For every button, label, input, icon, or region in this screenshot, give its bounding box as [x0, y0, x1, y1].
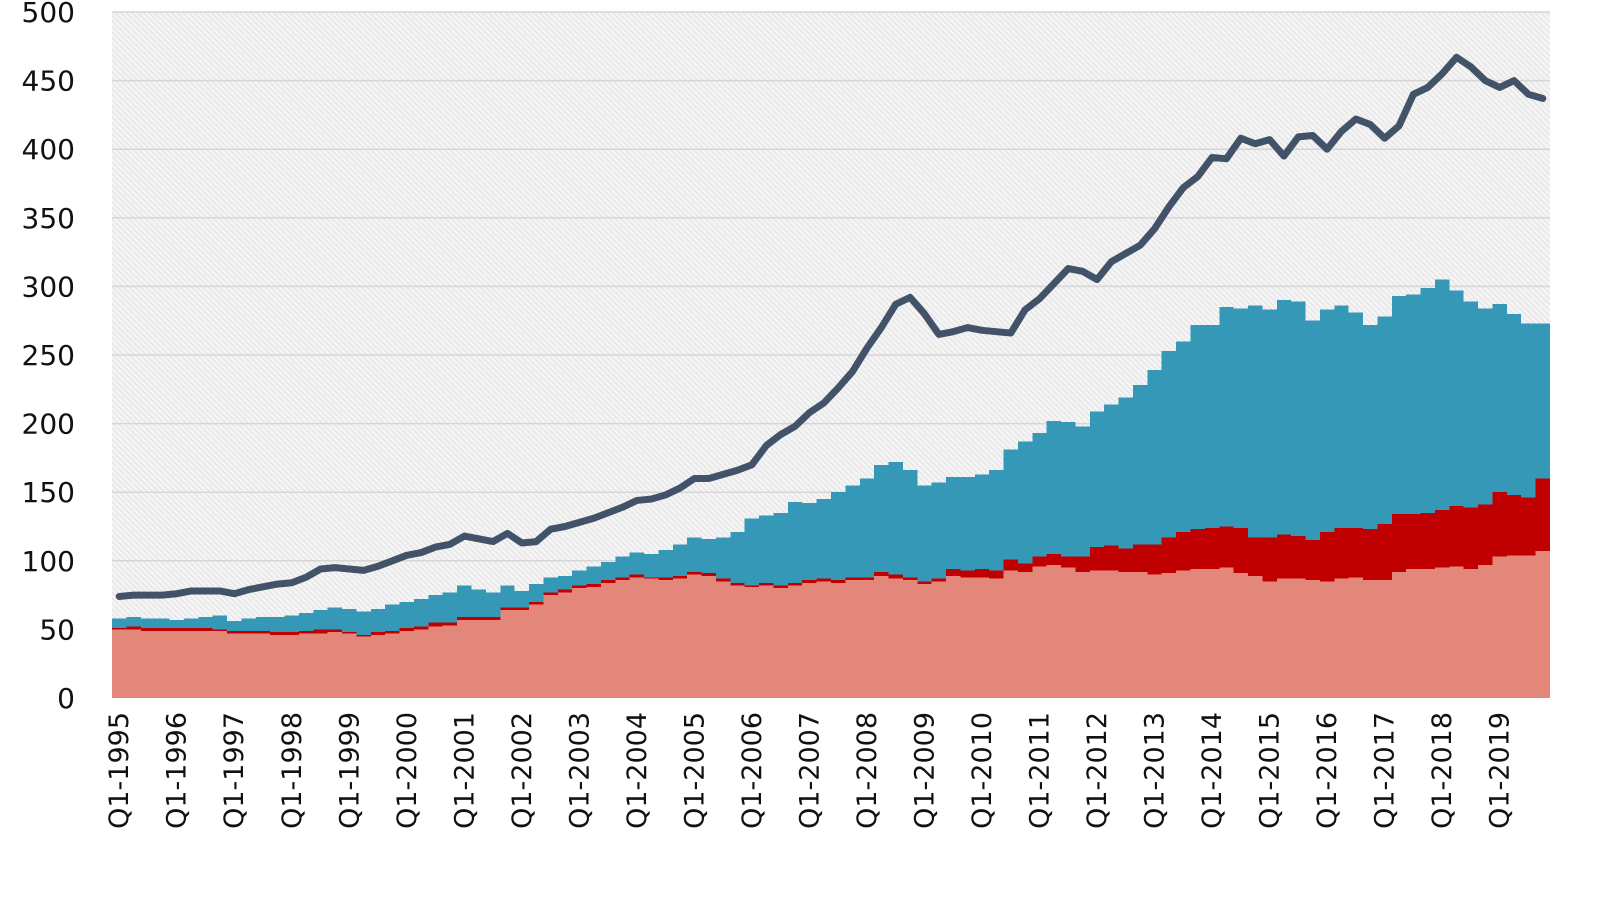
- x-tick-label: Q1-2001: [449, 712, 480, 829]
- x-tick-label: Q1-2012: [1082, 712, 1113, 829]
- x-tick-label: Q1-2013: [1140, 712, 1171, 829]
- x-tick-label: Q1-2006: [737, 712, 768, 829]
- x-tick-label: Q1-2010: [967, 712, 998, 829]
- total-line-0: [115, 53, 1547, 600]
- stack-area-1: [112, 478, 1550, 637]
- y-tick-label: 50: [39, 613, 75, 646]
- x-tick-label: Q1-1995: [104, 712, 135, 829]
- x-tick-label: Q1-2005: [679, 712, 710, 829]
- y-tick-label: 300: [22, 270, 75, 303]
- stack-area-0: [112, 551, 1550, 698]
- x-tick-label: Q1-1999: [334, 712, 365, 829]
- x-tick-label: Q1-2008: [852, 712, 883, 829]
- x-tick-label: Q1-1997: [219, 712, 250, 829]
- x-axis: Q1-1995 Q1-1996 Q1-1997 Q1-1998 Q1-1999 Q1-20…: [104, 712, 1515, 829]
- y-tick-label: 200: [22, 408, 75, 441]
- x-tick-label: Q1-2015: [1255, 712, 1286, 829]
- x-tick-label: Q1-2014: [1197, 712, 1228, 829]
- stack-area-2: [112, 279, 1550, 635]
- y-tick-label: 150: [22, 476, 75, 509]
- y-tick-label: 500: [22, 0, 75, 29]
- x-tick-label: Q1-1998: [277, 712, 308, 829]
- y-tick-label: 450: [22, 65, 75, 98]
- x-tick-label: Q1-2003: [564, 712, 595, 829]
- x-tick-label: Q1-2002: [507, 712, 538, 829]
- x-tick-label: Q1-2009: [909, 712, 940, 829]
- y-tick-label: 100: [22, 545, 75, 578]
- x-tick-label: Q1-1996: [162, 712, 193, 829]
- y-axis: 0 50 100 150 200 250 300 350 400 450 500: [22, 0, 75, 715]
- x-tick-label: Q1-2016: [1312, 712, 1343, 829]
- y-tick-label: 0: [57, 682, 75, 715]
- y-tick-label: 250: [22, 339, 75, 372]
- x-tick-label: Q1-2011: [1025, 712, 1056, 829]
- line-series: [115, 53, 1547, 600]
- x-tick-label: Q1-2007: [794, 712, 825, 829]
- x-tick-label: Q1-2018: [1427, 712, 1458, 829]
- y-tick-label: 350: [22, 202, 75, 235]
- x-tick-label: Q1-2004: [622, 712, 653, 829]
- stacked-areas: [112, 279, 1550, 698]
- y-tick-label: 400: [22, 133, 75, 166]
- x-tick-label: Q1-2017: [1370, 712, 1401, 829]
- x-tick-label: Q1-2000: [392, 712, 423, 829]
- x-tick-label: Q1-2019: [1485, 712, 1516, 829]
